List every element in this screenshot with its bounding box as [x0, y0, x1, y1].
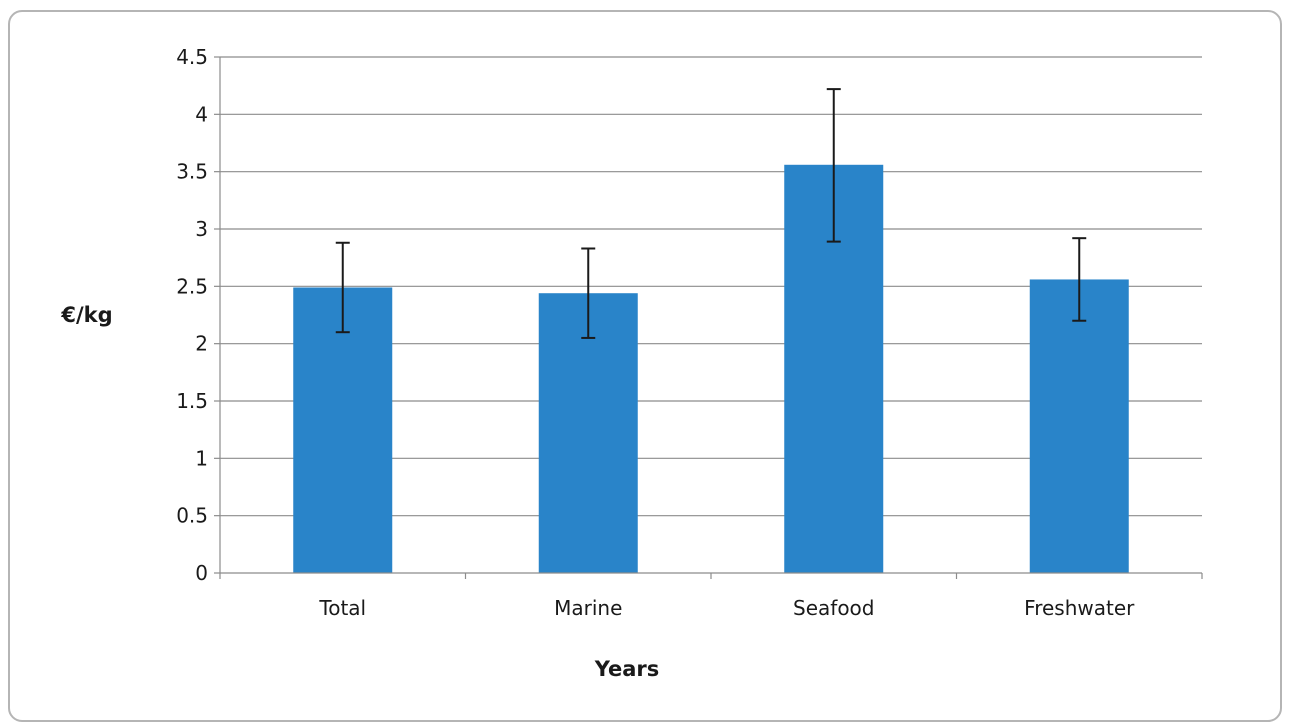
y-axis-label: €/kg [60, 303, 112, 327]
y-tick-label: 1.5 [176, 389, 208, 413]
x-axis-label: Years [594, 657, 660, 681]
bar-total [293, 287, 393, 573]
y-tick-label: 1 [195, 446, 208, 470]
x-tick-labels: Total Marine Seafood Freshwater [318, 596, 1135, 620]
error-bars [335, 88, 1087, 339]
bars [293, 164, 1129, 573]
y-tick-label: 2 [195, 332, 208, 356]
x-tick-label-seafood: Seafood [793, 596, 874, 620]
y-tick-label: 3 [195, 217, 208, 241]
x-tick-label-marine: Marine [554, 596, 622, 620]
y-tick-label: 2.5 [176, 274, 208, 298]
error-bar-freshwater [1072, 237, 1087, 322]
axes [219, 57, 1203, 579]
y-tick-labels: 0 0.5 1 1.5 2 2.5 3 3.5 4 4.5 [176, 45, 208, 585]
bar-marine [538, 293, 638, 573]
y-tick-label: 0 [195, 561, 208, 585]
bar-freshwater [1029, 279, 1129, 573]
y-tick-label: 4.5 [176, 45, 208, 69]
y-tick-label: 0.5 [176, 504, 208, 528]
error-bar-seafood [826, 88, 841, 243]
x-tick-label-freshwater: Freshwater [1024, 596, 1135, 620]
y-tick-label: 4 [195, 102, 208, 126]
x-tick-label-total: Total [318, 596, 366, 620]
y-tick-label: 3.5 [176, 160, 208, 184]
error-bar-total [335, 241, 350, 334]
error-bar-marine [581, 247, 596, 339]
bar-chart: 0 0.5 1 1.5 2 2.5 3 3.5 4 4.5 Total Marine Seafood F… [60, 45, 1203, 681]
